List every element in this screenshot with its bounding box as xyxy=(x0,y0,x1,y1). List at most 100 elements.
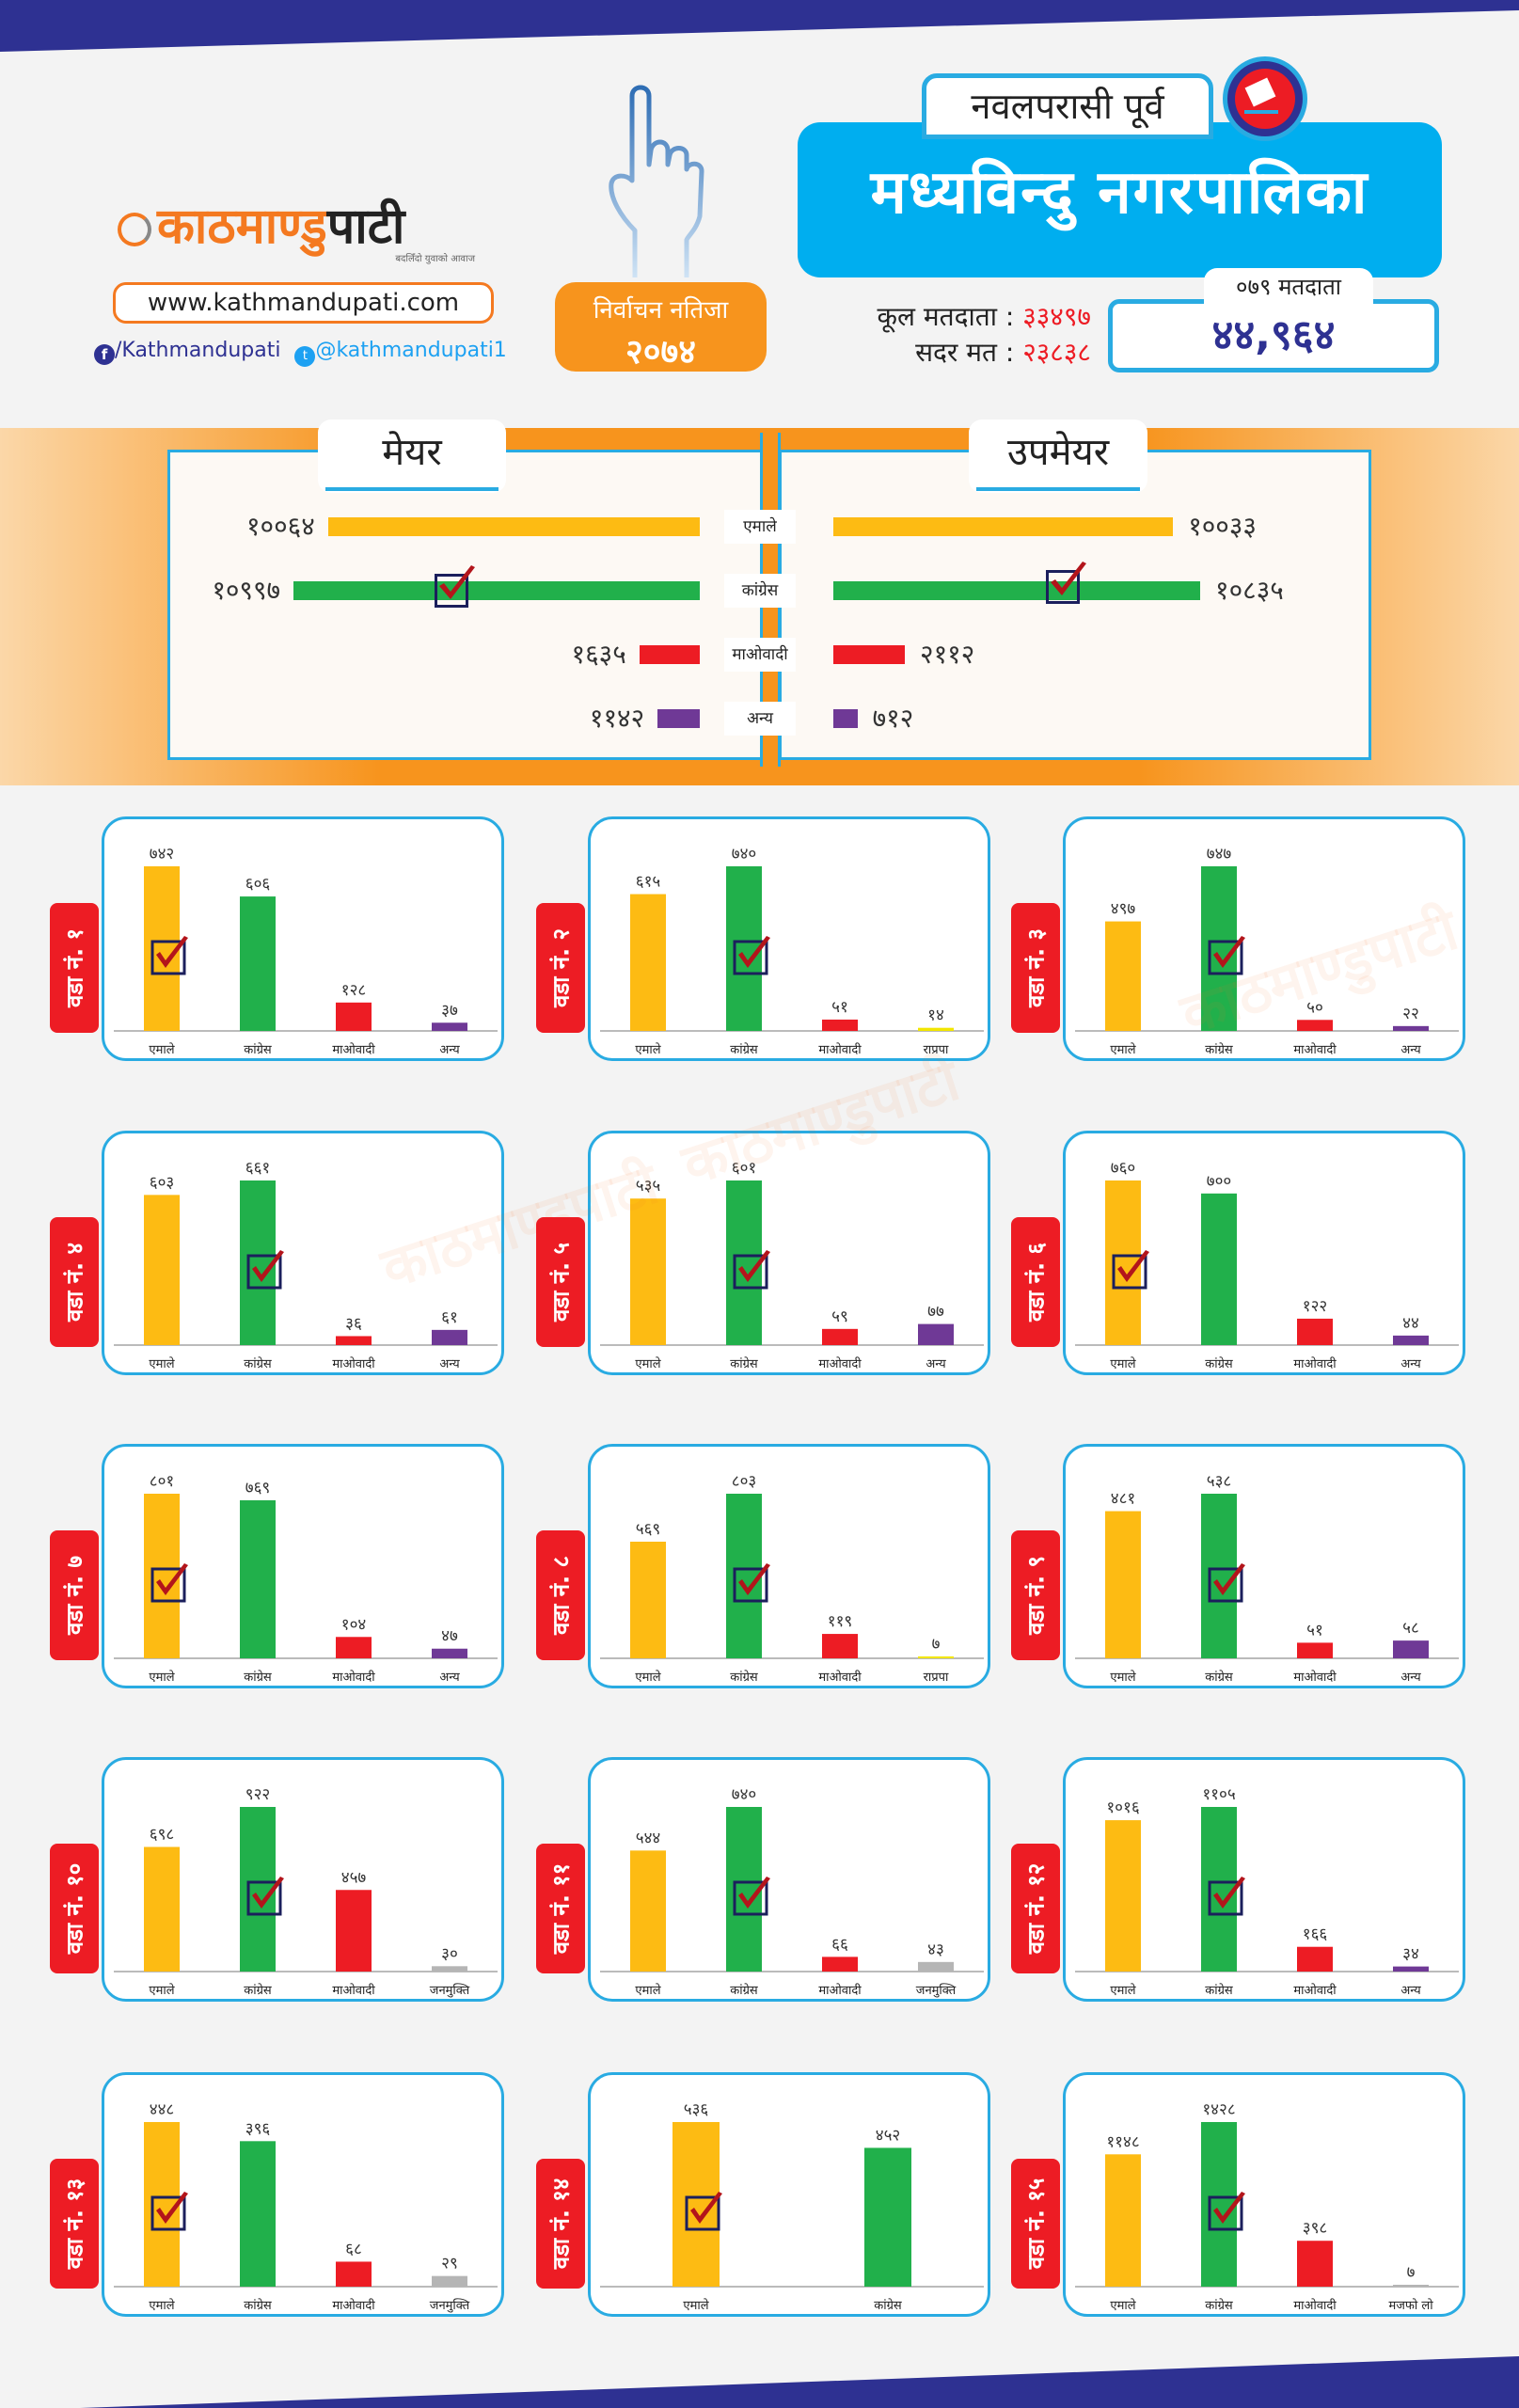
bar-3 xyxy=(1393,1025,1429,1031)
bar-value-label: ६०१ xyxy=(732,1159,757,1178)
winner-check-icon xyxy=(435,565,475,608)
ward-card: ७४२ एमाले ६०६ कांग्रेस १२८ माओवादी ३७ अन्य xyxy=(102,816,504,1061)
ward-card: ५४४ एमाले ७४० कांग्रेस ६६ माओवादी ४३ जनमुक्ति xyxy=(588,1757,990,2002)
category-tick-label: अन्य xyxy=(1400,1357,1421,1371)
voters-079-label: ०७९ मतदाता xyxy=(1204,268,1373,306)
category-tick-label: माओवादी xyxy=(1293,1670,1337,1685)
bar-value-label: ६०६ xyxy=(245,875,271,894)
bar-0 xyxy=(630,894,666,1031)
category-tick-label: माओवादी xyxy=(1293,2298,1337,2313)
category-tick-label: कांग्रेस xyxy=(1205,1356,1233,1371)
ward-number-tag: वडा नं. ४ xyxy=(50,1217,99,1347)
brand-logo[interactable]: काठमाण्डुपाटी बदलिँदो युवाको आवाज xyxy=(118,202,494,264)
category-tick-label: जनमुक्ति xyxy=(916,1983,957,1998)
ward-chart: ४९७ एमाले ७४७ कांग्रेस ५० माओवादी २२ अन्य xyxy=(1075,845,1459,1057)
ward-chart: ६०३ एमाले ६६१ कांग्रेस ३६ माओवादी ६१ अन्य xyxy=(114,1159,498,1371)
ward-chart: ८०१ एमाले ७६९ कांग्रेस १०४ माओवादी ४७ अन्य xyxy=(114,1472,498,1685)
bar-3 xyxy=(432,1648,467,1658)
winner-check-icon xyxy=(733,936,770,975)
category-tick-label: एमाले xyxy=(149,1670,174,1685)
bar-value-label: ७ xyxy=(932,1635,941,1654)
ward-number-label: वडा नं. २ xyxy=(547,927,575,1008)
bar-2 xyxy=(822,1019,858,1031)
category-tick-label: राप्रपा xyxy=(924,1671,949,1685)
ward-chart: ७४२ एमाले ६०६ कांग्रेस १२८ माओवादी ३७ अन्य xyxy=(114,845,498,1057)
bar-1 xyxy=(240,2141,276,2287)
bar-value-label: ४५२ xyxy=(876,2126,901,2145)
bar-value-label: ७०० xyxy=(1207,1172,1232,1191)
bar-1 xyxy=(1201,1807,1237,1972)
bar-value-label: ७७ xyxy=(927,1303,944,1322)
category-tick-label: अन्य xyxy=(1400,1984,1421,1998)
bar-value-label: ५३६ xyxy=(684,2100,709,2119)
bar-value-label: १६६ xyxy=(1303,1925,1328,1944)
bar-value-label: ५१ xyxy=(831,998,848,1017)
category-tick-label: अन्य xyxy=(439,1357,460,1371)
deputy-mayor-panel xyxy=(779,450,1371,760)
winner-check-icon xyxy=(150,936,188,975)
ward-card: ४८१ एमाले ५३८ कांग्रेस ५१ माओवादी ५८ अन्य xyxy=(1063,1444,1465,1688)
category-tick-label: कांग्रेस xyxy=(874,2298,902,2313)
bar-3 xyxy=(1393,1966,1429,1972)
facebook-link[interactable]: /Kathmandupati xyxy=(115,339,281,362)
bar-1 xyxy=(240,1180,276,1345)
bar-2 xyxy=(822,1328,858,1345)
winner-check-icon xyxy=(1208,2192,1245,2231)
bar-value-label: ५८ xyxy=(1402,1619,1419,1638)
category-tick-label: कांग्रेस xyxy=(730,1983,758,1998)
winner-check-icon xyxy=(246,1250,284,1290)
bar-2 xyxy=(822,1956,858,1972)
bar-value-label: ९२२ xyxy=(245,1785,271,1804)
total-voters-value: ३३४९७ xyxy=(1022,301,1091,332)
bar-1 xyxy=(240,1807,276,1972)
municipality-title: मध्यविन्दु नगरपालिका xyxy=(798,122,1442,277)
bar-value-label: ५४४ xyxy=(636,1829,661,1847)
category-tick-label: माओवादी xyxy=(1293,1356,1337,1371)
bar-value-label: ३६ xyxy=(345,1314,362,1333)
category-tick-label: अन्य xyxy=(439,1671,460,1685)
bar-0 xyxy=(1105,1180,1141,1345)
ward-number-label: वडा नं. ५ xyxy=(547,1242,575,1323)
bar-value-label: ३७ xyxy=(441,1001,458,1020)
category-tick-label: कांग्रेस xyxy=(730,1670,758,1685)
ward-chart: १०१६ एमाले ११०५ कांग्रेस १६६ माओवादी ३४ अन्य xyxy=(1075,1785,1459,1998)
bar-value-label: ६६१ xyxy=(245,1159,271,1178)
mayor-bar-0 xyxy=(327,517,700,536)
bar-2 xyxy=(1297,1020,1333,1031)
deputy-mayor-bar-0 xyxy=(833,517,1174,536)
valid-votes-label: सदर मत : xyxy=(915,337,1015,368)
logo-title-dark: पाटी xyxy=(326,198,405,255)
bar-value-label: ७६० xyxy=(1111,1159,1136,1178)
bar-value-label: ३० xyxy=(441,1944,458,1963)
winner-check-icon xyxy=(150,1563,188,1603)
ward-number-label: वडा नं. ३ xyxy=(1022,927,1050,1008)
bar-value-label: ४८१ xyxy=(1111,1490,1136,1509)
bar-1 xyxy=(1201,1494,1237,1658)
ward-card: ५३६ एमाले ४५२ कांग्रेस xyxy=(588,2072,990,2317)
ward-card: ११४८ एमाले १४२८ कांग्रेस ३९८ माओवादी ७ मजफो लो xyxy=(1063,2072,1465,2317)
bar-value-label: ५३५ xyxy=(636,1177,661,1196)
bar-3 xyxy=(432,1966,467,1972)
category-tick-label: माओवादी xyxy=(332,1983,375,1998)
category-tick-label: अन्य xyxy=(926,1357,946,1371)
mayor-bar-2 xyxy=(639,645,700,664)
twitter-link[interactable]: @kathmandupati1 xyxy=(315,339,507,362)
category-tick-label: मजफो लो xyxy=(1388,2298,1433,2313)
valid-votes-value: २३८३८ xyxy=(1022,337,1091,368)
website-link[interactable]: www.kathmandupati.com xyxy=(113,282,494,324)
ward-card: ५६९ एमाले ८०३ कांग्रेस ११९ माओवादी ७ राप्रपा xyxy=(588,1444,990,1688)
bar-value-label: ७४७ xyxy=(1207,845,1232,863)
result-label: निर्वाचन नतिजा xyxy=(593,296,729,325)
category-tick-label: कांग्रेस xyxy=(1205,1983,1233,1998)
category-tick-label: कांग्रेस xyxy=(730,1042,758,1057)
deputy-mayor-bar-1 xyxy=(833,581,1201,600)
ward-number-tag: वडा नं. १ xyxy=(50,903,99,1033)
bar-0 xyxy=(144,1846,180,1972)
bar-value-label: ४५७ xyxy=(341,1868,367,1887)
bar-2 xyxy=(1297,1946,1333,1972)
winner-check-icon xyxy=(246,1877,284,1916)
deputy-mayor-value-label: १०८३५ xyxy=(1215,575,1284,606)
bar-value-label: १४२८ xyxy=(1202,2100,1235,2119)
bar-value-label: ४९७ xyxy=(1111,900,1136,919)
ward-chart: ६१५ एमाले ७४० कांग्रेस ५१ माओवादी १४ राप्रपा xyxy=(600,845,984,1057)
